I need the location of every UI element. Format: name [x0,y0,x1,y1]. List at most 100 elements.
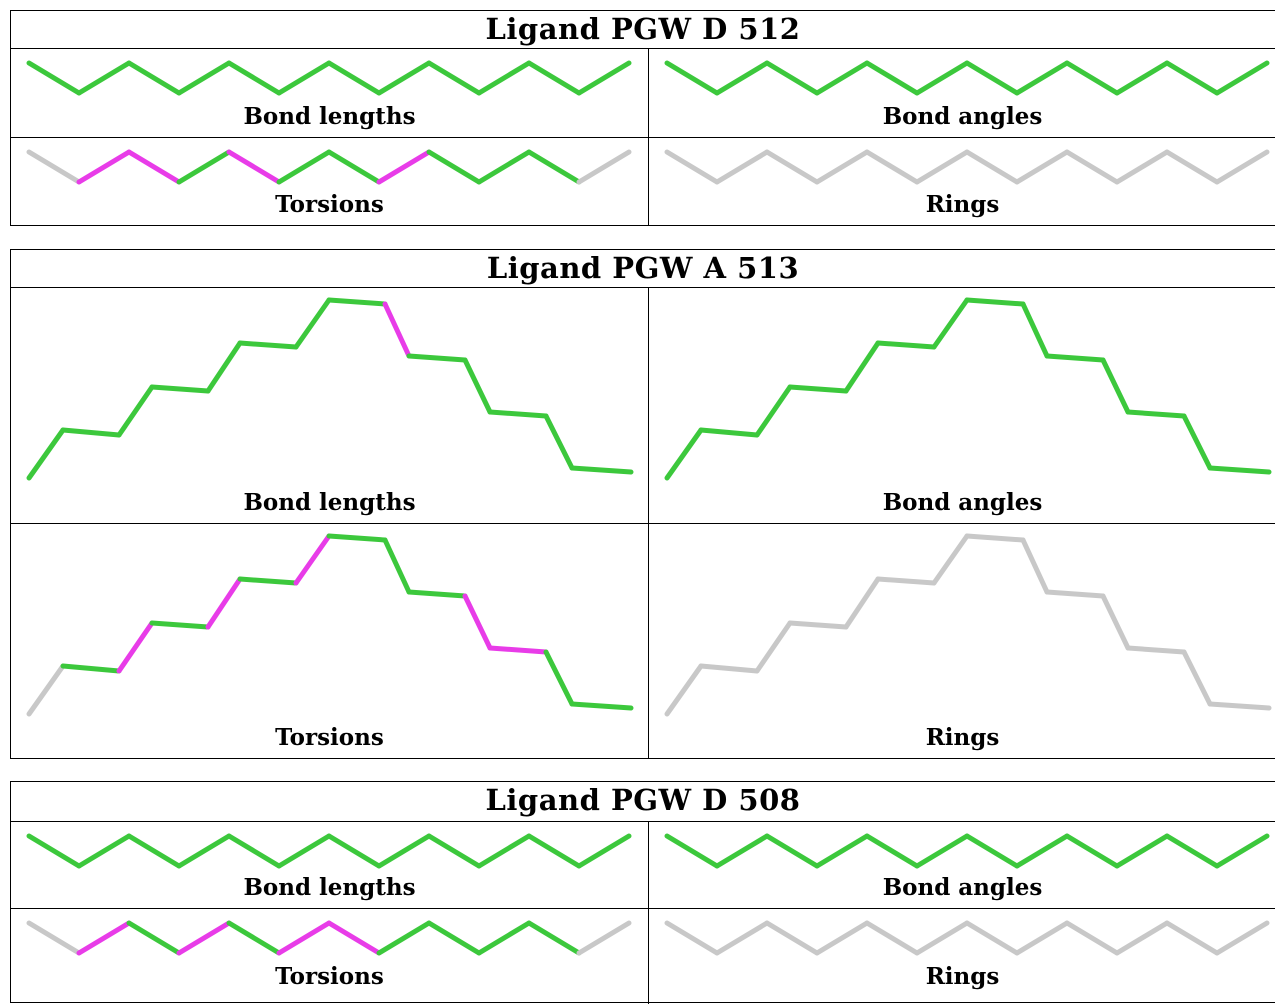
bond-segment [1064,833,1120,869]
molecule-diagram [26,149,632,185]
bond-segment [964,920,1020,956]
bond-segment [1164,833,1220,869]
bond-segment [1044,589,1106,599]
bond-segment [1125,409,1187,419]
ligand-block-1: Ligand PGW D 512 Bond lengths Bond angle… [10,10,1275,226]
bond-segment [326,149,382,185]
bond-segment [462,357,493,415]
panel-bond-angles: Bond angles [649,49,1275,137]
panel-caption: Bond lengths [243,489,416,516]
panel-bond-lengths: Bond lengths [11,288,648,523]
panel-rings: Rings [649,524,1275,759]
bond-segment [526,833,582,869]
bond-segment [226,60,282,96]
bond-segment [664,663,704,717]
bond-segment [569,701,634,711]
bond-segment [326,60,382,96]
bond-segment [1100,357,1131,415]
bond-segment [326,833,382,869]
panel-bond-lengths: Bond lengths [11,49,648,137]
bond-segment [814,149,870,185]
panel-caption: Rings [925,191,1000,218]
molecule-diagram [26,60,632,96]
bond-segment [714,149,770,185]
bond-segment [814,60,870,96]
bond-segment [26,833,82,869]
bond-segment [1064,920,1120,956]
bond-segment [764,60,820,96]
molecule-diagram [664,533,1272,717]
bond-segment [576,920,632,956]
bond-segment [664,149,720,185]
bond-segment [1114,920,1170,956]
bond-segment [376,60,432,96]
divider [648,48,649,226]
bond-segment [543,649,575,707]
bond-segment [60,427,122,438]
bond-segment [237,340,299,350]
bond-segment [426,920,482,956]
bond-segment [569,465,634,475]
bond-segment [326,920,382,956]
bond-segment [1125,645,1187,655]
bond-segment [176,833,232,869]
bond-segment [126,833,182,869]
bond-segment [787,384,849,394]
panel-caption: Torsions [275,191,384,218]
bond-segment [476,60,532,96]
bond-segment [487,645,549,655]
bond-segment [237,576,299,586]
bond-segment [787,620,849,630]
bond-segment [376,920,432,956]
bond-segment [875,340,937,350]
panel-torsions: Torsions [11,138,648,226]
bond-segment [1114,60,1170,96]
bond-segment [814,833,870,869]
bond-segment [276,833,332,869]
bond-segment [1064,60,1120,96]
bond-segment [543,413,575,471]
bond-segment [126,920,182,956]
bond-segment [406,353,468,363]
bond-segment [1020,301,1050,359]
bond-segment [382,301,412,359]
bond-segment [76,149,132,185]
bond-segment [60,663,122,674]
bond-segment [176,920,232,956]
bond-segment [1014,833,1070,869]
divider [11,48,1275,49]
panel-caption: Bond angles [882,489,1043,516]
bond-segment [1100,593,1131,651]
bond-segment [914,833,970,869]
bond-segment [843,576,881,630]
bond-segment [226,920,282,956]
bond-segment [664,920,720,956]
bond-segment [126,60,182,96]
divider [11,908,1275,909]
panel-caption: Bond lengths [243,874,416,901]
molecule-diagram [26,833,632,869]
bond-segment [864,60,920,96]
bond-segment [864,833,920,869]
bond-segment [476,149,532,185]
bond-segment [576,833,632,869]
panel-rings: Rings [649,909,1275,1004]
bond-segment [526,149,582,185]
bond-segment [487,409,549,419]
bond-segment [964,533,1026,543]
bond-segment [76,60,132,96]
molecule-diagram [26,297,634,481]
bond-segment [1164,60,1220,96]
bond-segment [126,149,182,185]
bond-segment [406,589,468,599]
bond-segment [964,833,1020,869]
bond-segment [176,149,232,185]
bond-segment [1207,465,1272,475]
bond-segment [664,833,720,869]
bond-segment [293,533,332,586]
bond-segment [476,920,532,956]
bond-segment [276,149,332,185]
ligand-block-2: Ligand PGW A 513 Bond lengths Bond angle… [10,249,1275,759]
bond-segment [931,533,970,586]
panel-torsions: Torsions [11,909,648,1004]
